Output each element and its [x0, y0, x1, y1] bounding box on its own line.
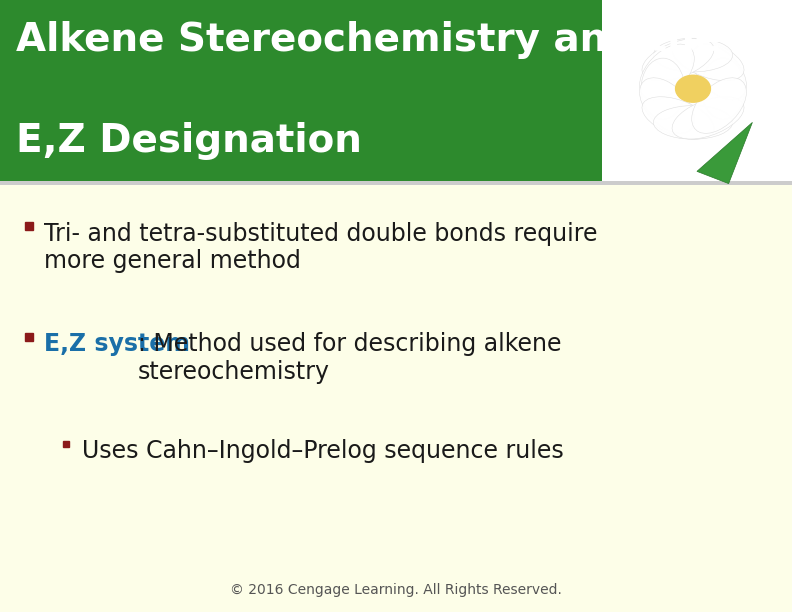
Text: © 2016 Cengage Learning. All Rights Reserved.: © 2016 Cengage Learning. All Rights Rese… [230, 583, 562, 597]
Ellipse shape [672, 39, 744, 81]
Circle shape [676, 75, 710, 102]
Text: Tri- and tetra-substituted double bonds require
more general method: Tri- and tetra-substituted double bonds … [44, 222, 598, 274]
Ellipse shape [691, 44, 746, 100]
Text: Alkene Stereochemistry and the: Alkene Stereochemistry and the [16, 21, 721, 59]
Ellipse shape [702, 58, 744, 119]
Ellipse shape [672, 97, 744, 139]
FancyBboxPatch shape [0, 181, 792, 185]
Ellipse shape [653, 106, 733, 140]
FancyBboxPatch shape [0, 0, 792, 181]
Text: E,Z system: E,Z system [44, 332, 190, 356]
Ellipse shape [691, 78, 746, 133]
Ellipse shape [653, 38, 733, 72]
Ellipse shape [642, 97, 714, 139]
Ellipse shape [640, 78, 695, 133]
Text: Uses Cahn–Ingold–Prelog sequence rules: Uses Cahn–Ingold–Prelog sequence rules [82, 439, 563, 463]
Polygon shape [697, 122, 752, 184]
Text: : Method used for describing alkene
stereochemistry: : Method used for describing alkene ster… [138, 332, 562, 384]
FancyBboxPatch shape [602, 0, 792, 181]
Ellipse shape [640, 44, 695, 100]
Ellipse shape [642, 58, 684, 119]
Ellipse shape [642, 39, 714, 81]
Text: E,Z Designation: E,Z Designation [16, 122, 362, 160]
